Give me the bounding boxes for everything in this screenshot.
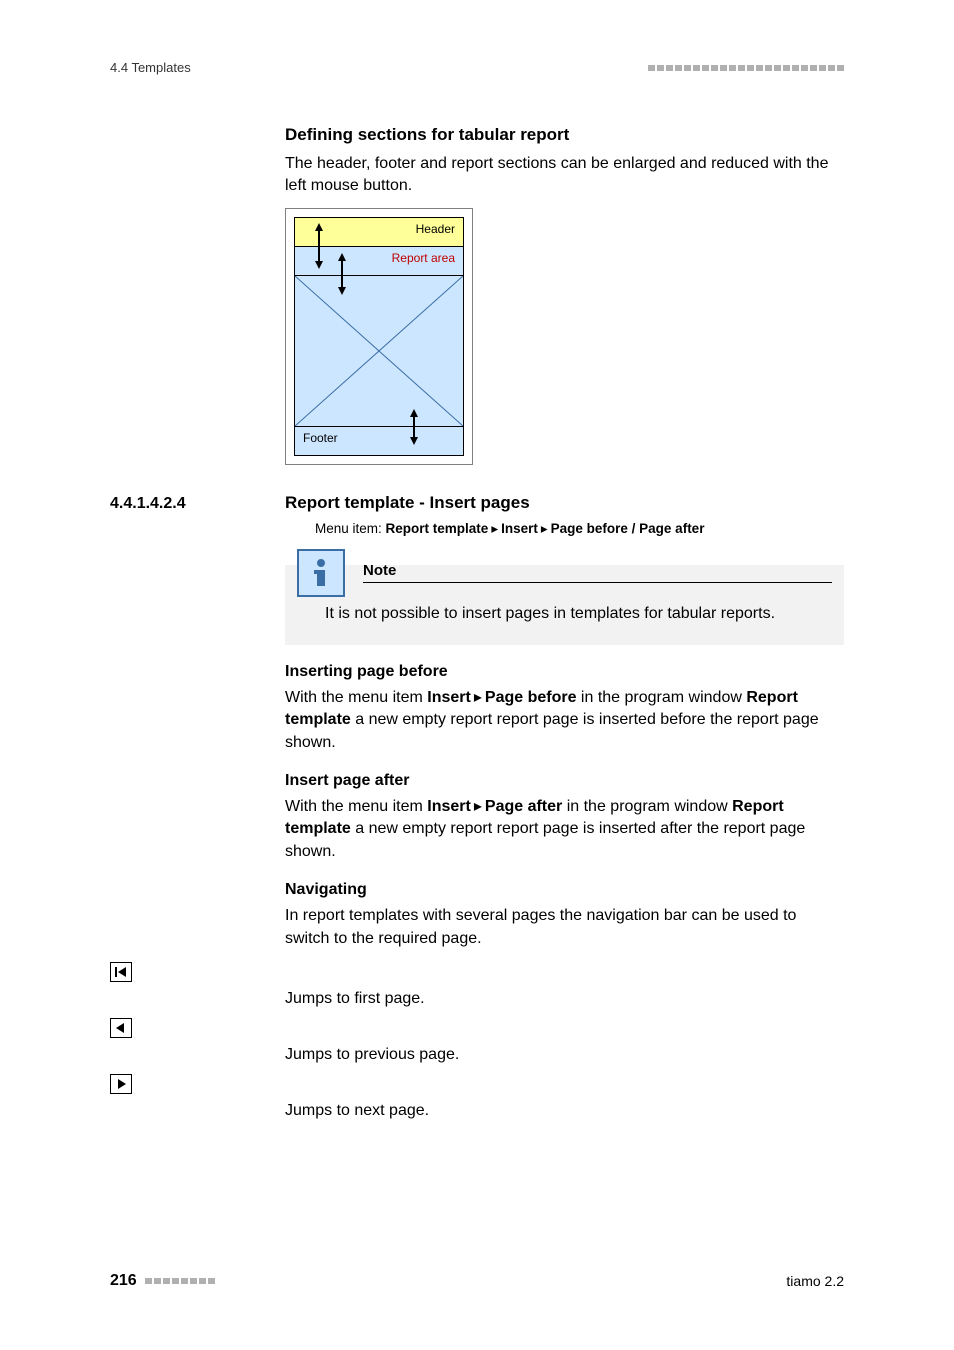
- footer-decoration-dashes: [145, 1278, 215, 1284]
- menu-part-1: Report template: [386, 521, 489, 536]
- nav-icon-col: [110, 1016, 285, 1038]
- diagram-report-area-region: Report area: [294, 246, 464, 275]
- nav-icon-col: [110, 960, 285, 982]
- note-box: It is not possible to insert pages in te…: [285, 565, 844, 645]
- note-title: Note: [363, 562, 396, 579]
- menu-separator-icon: ▸: [491, 521, 498, 537]
- menu-part-2: Insert: [501, 521, 538, 536]
- footer-left: 216: [110, 1272, 215, 1290]
- menu-separator-icon: ▸: [474, 687, 482, 709]
- bold-page-before: Page before: [485, 689, 577, 706]
- nav-row-next: Jumps to next page.: [285, 1072, 844, 1120]
- diagram-report-area-label: Report area: [392, 251, 455, 265]
- text: in the program window: [562, 798, 732, 815]
- diagram-footer-label: Footer: [303, 431, 338, 445]
- text: With the menu item: [285, 798, 427, 815]
- nav-icon-col: [110, 1072, 285, 1094]
- bold-insert: Insert: [427, 689, 471, 706]
- note-rule: [363, 582, 832, 583]
- text: a new empty report report page is insert…: [285, 820, 805, 859]
- first-page-icon: [115, 967, 127, 977]
- diagram-header-region: Header: [294, 217, 464, 246]
- menu-part-3: Page before / Page after: [551, 521, 705, 536]
- paragraph-insert-before: With the menu item Insert▸Page before in…: [285, 687, 844, 754]
- nav-desc-next: Jumps to next page.: [285, 1072, 429, 1120]
- paragraph-navigating-intro: In report templates with several pages t…: [285, 905, 844, 950]
- text: With the menu item: [285, 689, 427, 706]
- previous-page-icon: [115, 1023, 127, 1033]
- text: a new empty report report page is insert…: [285, 711, 819, 750]
- heading-defining-sections: Defining sections for tabular report: [285, 125, 844, 145]
- paragraph-defining-sections: The header, footer and report sections c…: [285, 153, 844, 198]
- heading-insert-before: Inserting page before: [285, 663, 844, 681]
- next-page-icon: [115, 1079, 127, 1089]
- note-title-row: Note: [363, 562, 832, 583]
- bold-page-after: Page after: [485, 798, 562, 815]
- heading-navigating: Navigating: [285, 881, 844, 899]
- footer-right: tiamo 2.2: [786, 1273, 844, 1289]
- main-content: Defining sections for tabular report The…: [285, 125, 844, 1120]
- menu-separator-icon: ▸: [541, 521, 548, 537]
- note-body-text: It is not possible to insert pages in te…: [325, 605, 775, 622]
- diagram-header-label: Header: [416, 222, 455, 236]
- menu-separator-icon: ▸: [474, 796, 482, 818]
- heading-insert-after: Insert page after: [285, 772, 844, 790]
- section-title: Report template - Insert pages: [285, 493, 530, 513]
- next-page-button[interactable]: [110, 1074, 132, 1094]
- menu-prefix: Menu item:: [315, 521, 386, 536]
- note-header: Note: [297, 549, 832, 597]
- header-decoration-dashes: [648, 65, 844, 71]
- text: in the program window: [576, 689, 746, 706]
- menu-item-line: Menu item: Report template▸Insert▸Page b…: [315, 521, 844, 537]
- diagram-cross-svg: [295, 276, 463, 426]
- running-head: 4.4 Templates: [110, 60, 844, 75]
- nav-row-first: Jumps to first page.: [285, 960, 844, 1008]
- previous-page-button[interactable]: [110, 1018, 132, 1038]
- document-page: 4.4 Templates Defining sections for tabu…: [0, 0, 954, 1350]
- page-footer: 216 tiamo 2.2: [110, 1272, 844, 1290]
- section-number: 4.4.1.4.2.4: [110, 495, 285, 513]
- paragraph-insert-after: With the menu item Insert▸Page after in …: [285, 796, 844, 863]
- section-heading-row: 4.4.1.4.2.4 Report template - Insert pag…: [285, 493, 844, 513]
- info-icon: [297, 549, 345, 597]
- nav-desc-first: Jumps to first page.: [285, 960, 425, 1008]
- diagram-body-region: [294, 275, 464, 426]
- first-page-button[interactable]: [110, 962, 132, 982]
- diagram-footer-region: Footer: [294, 426, 464, 456]
- nav-row-prev: Jumps to previous page.: [285, 1016, 844, 1064]
- nav-desc-prev: Jumps to previous page.: [285, 1016, 459, 1064]
- sections-diagram: Header Report area Footer: [285, 208, 473, 465]
- page-number: 216: [110, 1272, 137, 1290]
- bold-insert: Insert: [427, 798, 471, 815]
- running-head-left: 4.4 Templates: [110, 60, 191, 75]
